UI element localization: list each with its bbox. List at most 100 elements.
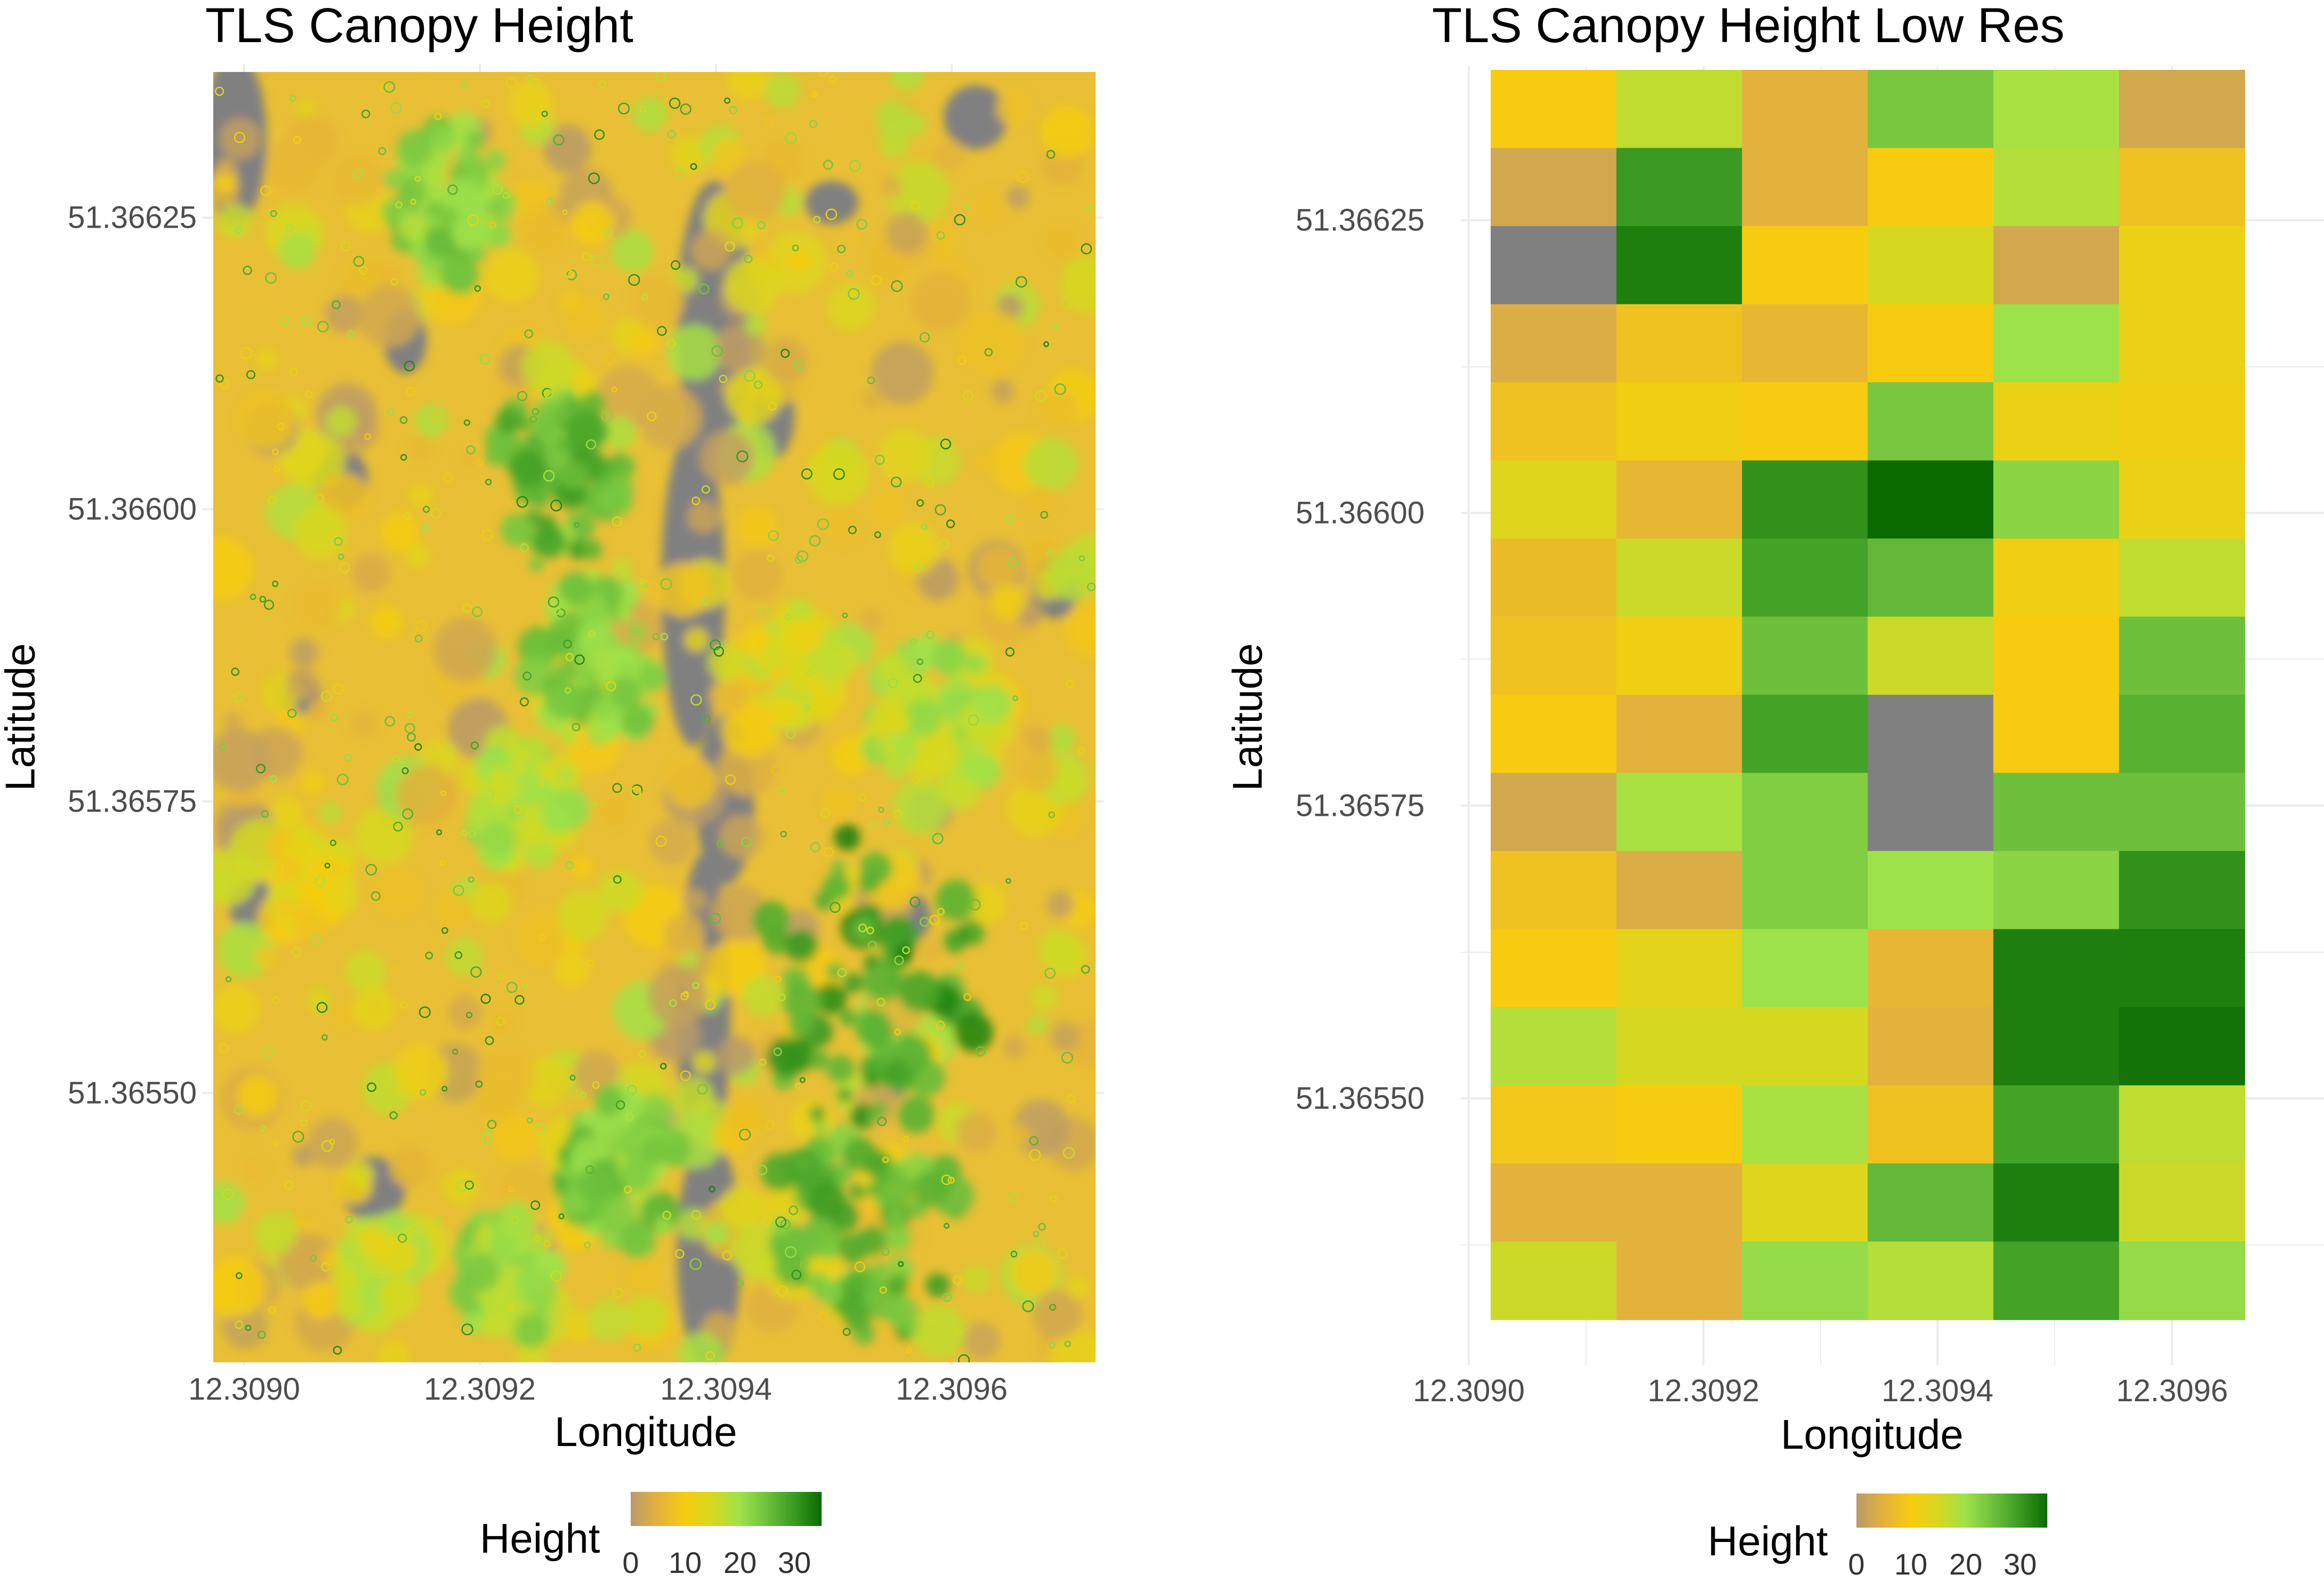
canopy-speckle	[628, 274, 640, 286]
canopy-speckle	[793, 360, 805, 371]
canopy-speckle	[818, 1312, 828, 1322]
canopy-blob	[514, 812, 549, 847]
canopy-blob	[898, 970, 940, 1013]
canopy-blob	[301, 770, 325, 794]
right-y-tick: 51.36550	[1296, 1081, 1425, 1116]
canopy-speckle	[441, 1086, 448, 1092]
canopy-blob	[707, 644, 746, 682]
canopy-speckle	[813, 215, 821, 224]
canopy-speckle	[463, 419, 470, 426]
canopy-speckle	[893, 810, 902, 819]
heatmap-cell	[1491, 616, 1617, 695]
canopy-blob	[858, 608, 883, 633]
canopy-blob	[515, 1264, 547, 1296]
heatmap-cell	[2119, 929, 2245, 1008]
canopy-speckle	[378, 147, 387, 156]
heatmap-cell	[2119, 616, 2245, 695]
canopy-speckle	[364, 433, 371, 440]
heatmap-cell	[1491, 851, 1617, 930]
canopy-blob	[662, 912, 705, 955]
canopy-blob	[213, 1182, 245, 1224]
canopy-blob	[570, 515, 595, 540]
canopy-speckle	[447, 184, 458, 195]
right-chart-title: TLS Canopy Height Low Res	[1432, 0, 2065, 53]
canopy-speckle	[231, 668, 240, 676]
canopy-blob	[724, 160, 787, 222]
canopy-speckle	[625, 1112, 634, 1121]
canopy-blob	[854, 1008, 890, 1044]
canopy-speckle	[268, 238, 275, 245]
canopy-blob	[742, 975, 784, 1017]
canopy-speckle	[856, 219, 867, 230]
canopy-blob	[217, 203, 253, 239]
canopy-speckle	[435, 743, 441, 750]
right-y-tick: 51.36575	[1296, 788, 1425, 823]
legend-colorbar-right	[1856, 1493, 2047, 1528]
canopy-speckle	[218, 1043, 229, 1054]
canopy-blob	[433, 617, 497, 681]
canopy-speckle	[519, 697, 529, 706]
canopy-blob	[393, 1044, 448, 1099]
canopy-speckle	[955, 1329, 963, 1337]
canopy-speckle	[809, 535, 821, 547]
canopy-blob	[682, 888, 707, 913]
heatmap-cell	[1993, 851, 2120, 930]
canopy-blob	[884, 1224, 912, 1252]
canopy-speckle	[338, 553, 344, 560]
canopy-blob	[973, 684, 1013, 724]
heatmap-cell	[1491, 382, 1617, 461]
canopy-speckle	[789, 1206, 799, 1215]
canopy-speckle	[762, 1216, 771, 1225]
canopy-speckle	[627, 1085, 637, 1095]
canopy-speckle	[874, 454, 885, 465]
canopy-speckle	[391, 1255, 400, 1264]
heatmap-cell	[1616, 382, 1743, 461]
canopy-speckle	[736, 450, 749, 463]
canopy-blob	[286, 668, 319, 700]
canopy-blob	[638, 386, 702, 449]
canopy-speckle	[392, 621, 400, 630]
right-y-tick: 51.36625	[1296, 203, 1425, 238]
canopy-speckle	[419, 1006, 431, 1018]
raster-blobs	[213, 72, 1096, 1362]
canopy-speckle	[263, 599, 275, 610]
canopy-speckle	[235, 1272, 243, 1279]
canopy-blob	[881, 1173, 915, 1206]
canopy-blob	[963, 1322, 1000, 1359]
canopy-blob	[1010, 1124, 1031, 1145]
canopy-blob	[932, 640, 968, 676]
canopy-speckle	[551, 1270, 562, 1282]
canopy-speckle	[371, 891, 381, 901]
canopy-speckle	[530, 1200, 541, 1210]
canopy-speckle	[584, 1241, 591, 1249]
canopy-speckle	[806, 670, 813, 677]
canopy-speckle	[572, 722, 581, 732]
canopy-blob	[647, 966, 707, 1026]
canopy-speckle	[406, 387, 415, 396]
canopy-blob	[213, 985, 260, 1034]
canopy-speckle	[453, 885, 464, 896]
canopy-blob	[903, 113, 927, 136]
canopy-blob	[721, 702, 777, 758]
canopy-blob	[389, 1145, 431, 1188]
heatmap-cell	[2119, 148, 2245, 227]
canopy-speckle	[820, 808, 831, 818]
canopy-speckle	[912, 776, 919, 783]
canopy-speckle	[671, 260, 681, 270]
canopy-blob	[918, 937, 943, 962]
canopy-speckle	[235, 1320, 244, 1329]
canopy-blob	[809, 1050, 829, 1070]
canopy-blob	[655, 562, 711, 617]
heatmap-cell	[2119, 773, 2245, 852]
canopy-speckle	[272, 996, 280, 1005]
canopy-speckle	[470, 741, 479, 750]
canopy-speckle	[581, 743, 590, 752]
heatmap-cell	[1993, 460, 2120, 539]
canopy-speckle	[460, 81, 468, 89]
canopy-speckle	[222, 1188, 234, 1200]
canopy-blob	[508, 81, 553, 127]
canopy-blob	[253, 1211, 297, 1255]
canopy-blob	[664, 755, 718, 809]
canopy-speckle	[932, 833, 944, 845]
canopy-blob	[617, 457, 636, 476]
